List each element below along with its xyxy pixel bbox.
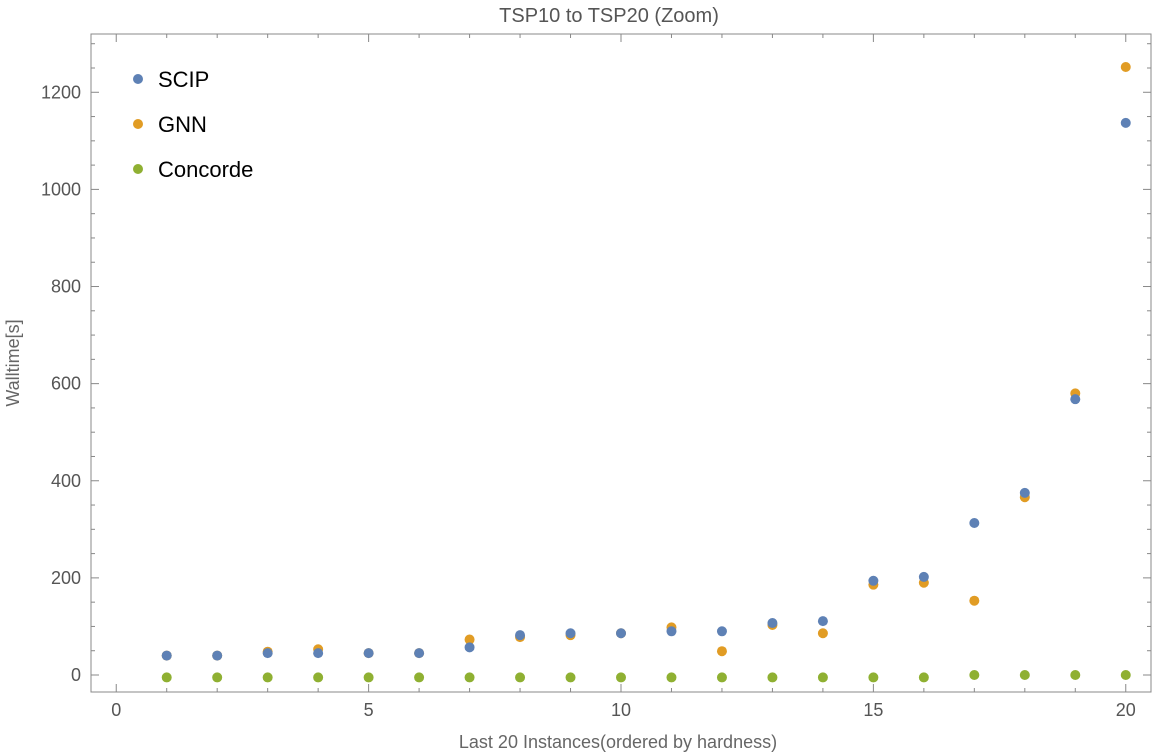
y-tick-label: 0 (71, 665, 81, 685)
point-concorde (716, 672, 727, 683)
point-concorde (414, 672, 425, 683)
x-tick-label: 5 (364, 700, 374, 720)
point-concorde (666, 672, 677, 683)
point-scip (414, 648, 425, 659)
point-scip (1070, 394, 1081, 405)
point-concorde (817, 672, 828, 683)
point-scip (515, 630, 526, 641)
legend-marker-gnn (133, 119, 143, 129)
point-scip (565, 628, 576, 639)
x-axis-label: Last 20 Instances(ordered by hardness) (459, 732, 777, 752)
data-points (161, 62, 1131, 683)
point-scip (313, 648, 324, 659)
legend-marker-scip (133, 74, 143, 84)
point-scip (666, 626, 677, 637)
point-concorde (1120, 670, 1131, 681)
point-concorde (313, 672, 324, 683)
point-scip (161, 650, 172, 661)
point-concorde (515, 672, 526, 683)
x-tick-label: 15 (863, 700, 883, 720)
point-concorde (565, 672, 576, 683)
point-gnn (1120, 62, 1131, 73)
y-tick-label: 200 (51, 568, 81, 588)
legend-label-gnn: GNN (158, 112, 207, 137)
y-tick-label: 1000 (41, 179, 81, 199)
y-axis-label: Walltime[s] (3, 319, 23, 406)
chart-title: TSP10 to TSP20 (Zoom) (499, 5, 719, 27)
point-scip (1019, 487, 1030, 498)
y-tick-label: 400 (51, 471, 81, 491)
point-gnn (969, 595, 980, 606)
y-axis: 0 200 400 600 800 1000 1200 (41, 43, 1151, 685)
point-gnn (464, 634, 475, 645)
point-concorde (767, 672, 778, 683)
x-tick-label: 10 (611, 700, 631, 720)
point-gnn (716, 646, 727, 657)
point-scip (918, 571, 929, 582)
point-scip (616, 628, 626, 639)
y-tick-label: 800 (51, 277, 81, 297)
point-scip (969, 518, 980, 529)
point-concorde (868, 672, 879, 683)
point-concorde (969, 670, 980, 681)
point-concorde (363, 672, 374, 683)
point-scip (212, 650, 223, 661)
x-tick-label: 20 (1116, 700, 1136, 720)
point-scip (817, 616, 828, 627)
point-scip (1120, 117, 1131, 128)
point-concorde (212, 672, 223, 683)
point-concorde (1019, 670, 1030, 681)
x-tick-label: 0 (111, 700, 121, 720)
legend-marker-concorde (133, 164, 143, 174)
y-tick-label: 600 (51, 374, 81, 394)
point-scip (363, 648, 374, 659)
plot-frame (90, 33, 1152, 693)
legend-label-scip: SCIP (158, 67, 209, 92)
y-tick-label: 1200 (41, 82, 81, 102)
x-axis: 0 5 10 15 20 (111, 34, 1136, 720)
point-scip (868, 575, 879, 586)
point-concorde (918, 672, 929, 683)
point-scip (464, 642, 475, 653)
legend: SCIP GNN Concorde (133, 67, 253, 182)
point-concorde (464, 672, 475, 683)
legend-label-concorde: Concorde (158, 157, 253, 182)
point-concorde (161, 672, 172, 683)
point-concorde (262, 672, 273, 683)
point-scip (716, 626, 727, 637)
point-concorde (1070, 670, 1081, 681)
point-gnn (817, 628, 828, 639)
point-scip (767, 618, 778, 629)
point-concorde (616, 672, 626, 683)
point-scip (262, 648, 273, 659)
